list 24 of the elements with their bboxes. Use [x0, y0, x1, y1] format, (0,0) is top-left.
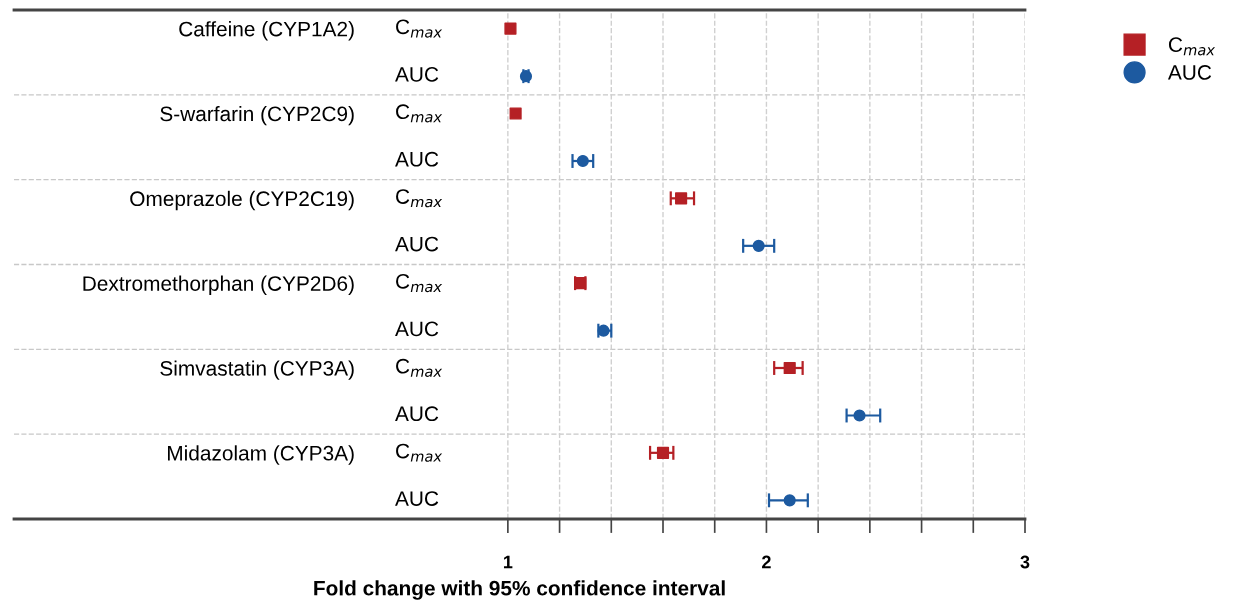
text: C$_{max}$	[396, 19, 443, 38]
text: AUC	[395, 406, 439, 422]
text: C$_{max}$	[396, 104, 443, 123]
x-tick-label: 2	[762, 555, 771, 569]
legend-label: AUC	[1167, 65, 1212, 80]
x-tick-label: 1	[503, 555, 513, 569]
text: C$_{max}$	[396, 189, 443, 208]
text: AUC	[395, 321, 439, 337]
y-tick-label: S-warfarin (CYP2C9)	[160, 105, 354, 126]
text: AUC	[395, 491, 439, 506]
x-tick-label: 3	[1020, 555, 1030, 569]
legend-label: C$_{max}$	[1168, 37, 1216, 56]
y-tick-label: Simvastatin (CYP3A)	[160, 360, 354, 380]
text: C$_{max}$	[396, 273, 443, 293]
text: C$_{max}$	[396, 358, 443, 377]
text: AUC	[395, 236, 439, 252]
y-tick-label: Midazolam (CYP3A)	[168, 445, 354, 465]
y-tick-label: Caffeine (CYP1A2)	[179, 21, 354, 41]
y-tick-label: Dextromethorphan (CYP2D6)	[83, 275, 354, 296]
text: AUC	[395, 151, 439, 167]
y-tick-label: Omeprazole (CYP2C19)	[130, 190, 354, 211]
text: AUC	[395, 67, 439, 82]
x-axis-title: Fold change with 95% confidence interval	[314, 580, 725, 600]
text: C$_{max}$	[396, 443, 443, 462]
